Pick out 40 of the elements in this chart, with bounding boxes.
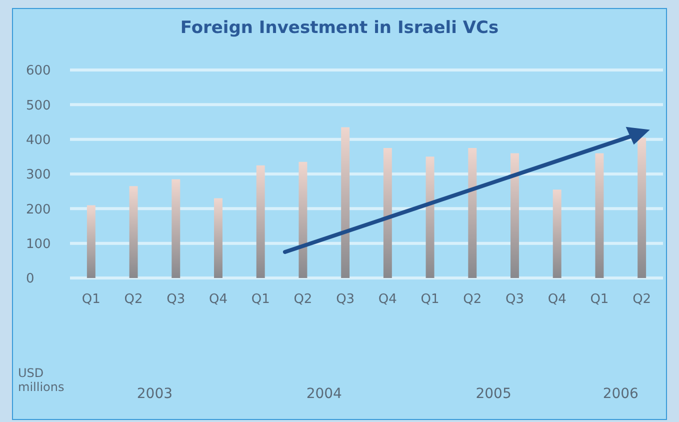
bar: [214, 198, 222, 278]
y-axis-title: USD millions: [18, 366, 66, 394]
x-tick-label: Q1: [590, 292, 609, 308]
x-tick-label: Q3: [166, 292, 186, 308]
bar: [552, 190, 562, 278]
chart-title: Foreign Investment in Israeli VCs: [179, 18, 500, 38]
y-tick-label: 500: [26, 98, 51, 114]
bar: [341, 127, 350, 278]
bar: [298, 162, 308, 278]
bar: [468, 148, 477, 278]
x-tick-label: Q1: [82, 292, 100, 308]
text: 2004: [305, 386, 343, 402]
x-tick-label: Q3: [505, 292, 524, 308]
bar: [86, 205, 96, 278]
bar: [129, 186, 138, 278]
y-tick-label: 0: [26, 272, 34, 287]
x-tick-label: Q2: [463, 292, 482, 308]
bar: [172, 179, 180, 278]
x-tick-label: Q4: [208, 292, 228, 308]
x-tick-label: Q4: [378, 292, 397, 308]
y-tick-label: 200: [26, 202, 51, 218]
text: 2005: [474, 386, 512, 402]
x-tick-label: Q2: [632, 292, 652, 308]
bar: [595, 153, 604, 278]
y-tick-label: 400: [26, 132, 51, 148]
x-tick-label: Q4: [548, 292, 566, 308]
x-tick-label: Q2: [124, 292, 143, 308]
bar: [256, 165, 265, 278]
x-tick-label: Q3: [336, 292, 355, 308]
bar: [426, 156, 434, 278]
bar: [510, 153, 519, 278]
x-tick-label: Q1: [420, 292, 440, 308]
x-tick-label: Q1: [251, 292, 270, 308]
y-tick-label: 300: [26, 168, 51, 183]
y-tick-label: 100: [26, 236, 51, 252]
text: 2003: [136, 386, 174, 402]
bar: [383, 148, 392, 278]
y-tick-label: 600: [26, 64, 51, 79]
text: 2006: [602, 386, 640, 402]
x-tick-label: Q2: [294, 292, 312, 308]
